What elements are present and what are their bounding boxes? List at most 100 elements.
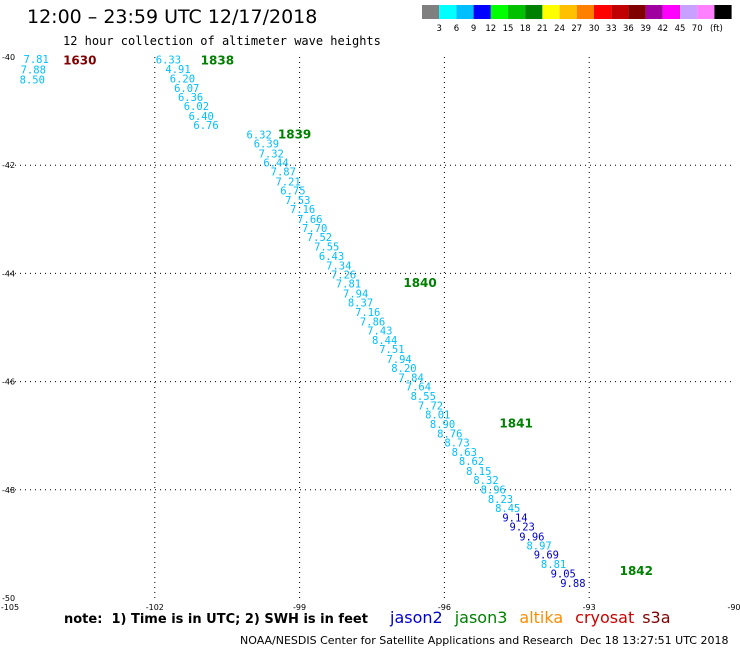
color-scale-label: 24 (554, 24, 565, 34)
x-tick-label: -102 (146, 603, 164, 612)
wave-height-value: 8.73 (444, 438, 469, 450)
color-scale-swatch (422, 5, 440, 19)
color-scale-swatch (680, 5, 698, 19)
wave-height-value: 9.88 (560, 578, 585, 590)
color-scale-label: 21 (537, 24, 548, 34)
wave-height-value: 8.63 (452, 447, 477, 459)
wave-height-value: 7.88 (21, 64, 46, 76)
wave-height-value: 7.70 (302, 223, 327, 235)
wave-height-value: 7.16 (355, 307, 380, 319)
pass-time-labels: 1630 1838 1839 1840 1841 1842 (63, 54, 653, 578)
wave-height-value: 6.32 (247, 129, 272, 141)
wave-height-value: 7.66 (297, 214, 322, 226)
wave-height-value: 8.55 (411, 391, 436, 403)
wave-height-value: 6.07 (174, 83, 199, 95)
color-scale-label: 15 (503, 24, 514, 34)
wave-height-value: 4.91 (165, 64, 190, 76)
color-scale-swatch (559, 5, 577, 19)
wave-height-value: 8.62 (459, 456, 484, 468)
wave-height-value: 7.55 (314, 241, 339, 253)
wave-height-value: 8.90 (430, 419, 455, 431)
color-scale-swatch (490, 5, 508, 19)
y-tick-label: -42 (2, 161, 15, 170)
wave-height-value: 7.53 (285, 195, 310, 207)
footer-credit: NOAA/NESDIS Center for Satellite Applica… (240, 634, 574, 647)
wave-height-value: 9.69 (534, 550, 559, 562)
wave-height-value: 8.15 (466, 466, 491, 478)
color-scale-label: 6 (454, 24, 459, 34)
wave-height-value: 8.50 (20, 75, 45, 87)
wave-height-value: 9.05 (551, 569, 576, 581)
color-scale-swatch (697, 5, 715, 19)
wave-height-value: 8.81 (541, 559, 566, 571)
legend-altika: altika (519, 608, 564, 627)
pass-time-label: 1842 (620, 564, 653, 578)
wave-height-value: 8.45 (495, 503, 520, 515)
wave-height-value: 7.81 (336, 279, 361, 291)
wave-height-value: 9.96 (519, 531, 544, 543)
wave-height-value: 7.94 (386, 354, 411, 366)
color-scale-label: 3 (436, 24, 441, 34)
color-scale-swatch (456, 5, 474, 19)
wave-height-value: 7.26 (331, 269, 356, 281)
wave-height-value: 8.23 (488, 494, 513, 506)
wave-height-value: 7.51 (379, 344, 404, 356)
legend-s3a: s3a (642, 608, 671, 627)
color-scale-label: 33 (606, 24, 617, 34)
wave-height-value: 7.72 (418, 400, 443, 412)
color-scale-swatch (662, 5, 680, 19)
pass-time-label: 1838 (201, 54, 234, 68)
color-scale-label: 70 (692, 24, 703, 34)
wave-height-value: 6.75 (280, 186, 305, 198)
color-scale-swatch (611, 5, 629, 19)
pass-time-label: 1840 (403, 276, 436, 290)
wave-height-value: 6.43 (319, 251, 344, 263)
wave-height-value: 9.23 (510, 522, 535, 534)
wave-height-value: 6.02 (184, 101, 209, 113)
wave-height-value: 7.64 (406, 381, 431, 393)
y-tick-label: -46 (2, 378, 15, 387)
pass-time-label: 1630 (63, 54, 96, 68)
wave-height-value: 8.37 (348, 298, 373, 310)
x-tick-label: -96 (438, 603, 451, 612)
y-tick-label: -50 (2, 594, 15, 603)
x-tick-label: -90 (727, 603, 740, 612)
wave-height-value: 6.39 (254, 139, 279, 151)
satellite-legend: jason2 jason3 altika cryosat s3a (390, 608, 679, 627)
color-scale-label: 36 (623, 24, 634, 34)
color-scale-unit: (ft) (710, 24, 723, 34)
axis-tick-labels: -105 -102 -99 -96 -93 -90 -40 -42 -44 -46 -48 -50 (1, 53, 740, 612)
x-tick-label: -105 (1, 603, 19, 612)
color-scale-swatch (645, 5, 663, 19)
color-scale-swatch (594, 5, 612, 19)
color-scale-swatch (576, 5, 594, 19)
wave-height-value: 7.94 (343, 288, 368, 300)
legend-jason3: jason3 (454, 608, 508, 627)
wave-height-value: 6.20 (170, 74, 195, 86)
color-scale-swatch (473, 5, 491, 19)
legend-cryosat: cryosat (575, 608, 635, 627)
y-tick-label: -48 (2, 486, 15, 495)
color-scale-swatch (439, 5, 457, 19)
page-subtitle: 12 hour collection of altimeter wave hei… (63, 34, 381, 48)
wave-height-value: 6.36 (178, 92, 203, 104)
y-tick-label: -40 (2, 53, 15, 62)
color-scale-label: 9 (471, 24, 476, 34)
wave-height-value: 8.20 (391, 363, 416, 375)
wave-height-value: 6.40 (189, 111, 214, 123)
color-scale-label: 30 (589, 24, 600, 34)
color-scale-swatch (714, 5, 732, 19)
wave-height-value: 6.44 (263, 157, 288, 169)
wave-height-points: 7.817.888.506.334.916.206.076.366.026.40… (20, 54, 586, 590)
wave-height-value: 8.96 (481, 484, 506, 496)
wave-height-value: 7.16 (290, 204, 315, 216)
wave-height-value: 6.76 (193, 120, 218, 132)
color-scale-label: 45 (675, 24, 686, 34)
color-scale-swatch (508, 5, 526, 19)
wave-height-value: 7.21 (275, 176, 300, 188)
wave-height-value: 7.52 (307, 232, 332, 244)
legend-jason2: jason2 (390, 608, 443, 627)
grid-lines (10, 57, 734, 598)
color-scale-bar: 3 6 9 12 15 18 21 24 27 30 33 36 39 42 45 70 (ft) (422, 5, 732, 34)
